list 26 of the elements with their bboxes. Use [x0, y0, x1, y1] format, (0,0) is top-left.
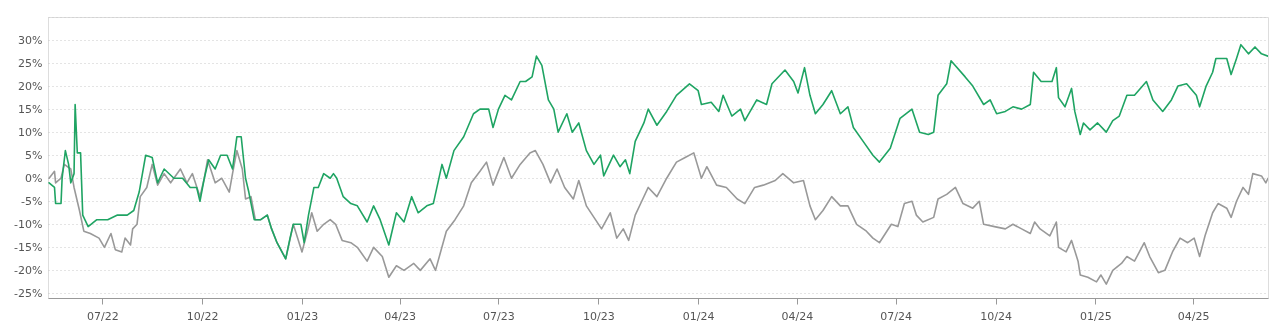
x-tick-label: 01/23: [286, 309, 319, 323]
x-tick-label: 10/22: [186, 309, 219, 323]
x-tick-label: 04/24: [781, 309, 814, 323]
y-tick-label: -20%: [14, 263, 43, 277]
x-tick-label: 01/25: [1080, 309, 1112, 323]
y-tick-label: 0%: [25, 171, 43, 185]
y-tick-label: 15%: [18, 102, 43, 116]
line-series: [48, 43, 1268, 260]
x-tick-label: 10/23: [582, 309, 615, 323]
x-tick-label: 07/23: [483, 309, 515, 323]
y-tick-label: 25%: [18, 56, 43, 70]
y-tick-label: 30%: [18, 33, 43, 47]
y-tick-label: -10%: [14, 217, 43, 231]
y-tick-label: -15%: [14, 240, 43, 254]
x-tick-label: 04/23: [384, 309, 417, 323]
y-tick-label: 5%: [25, 148, 43, 162]
y-tick-label: -5%: [21, 194, 43, 208]
y-tick-label: 20%: [18, 79, 43, 93]
x-tick-label: 04/25: [1177, 309, 1210, 323]
x-tick-label: 01/24: [682, 309, 715, 323]
y-tick-label: -25%: [14, 286, 43, 300]
y-tick-label: 10%: [18, 125, 43, 139]
line-series: [48, 149, 1268, 285]
x-tick-label: 07/24: [880, 309, 913, 323]
x-tick-label: 10/24: [980, 309, 1012, 323]
x-tick-label: 07/22: [86, 309, 119, 323]
